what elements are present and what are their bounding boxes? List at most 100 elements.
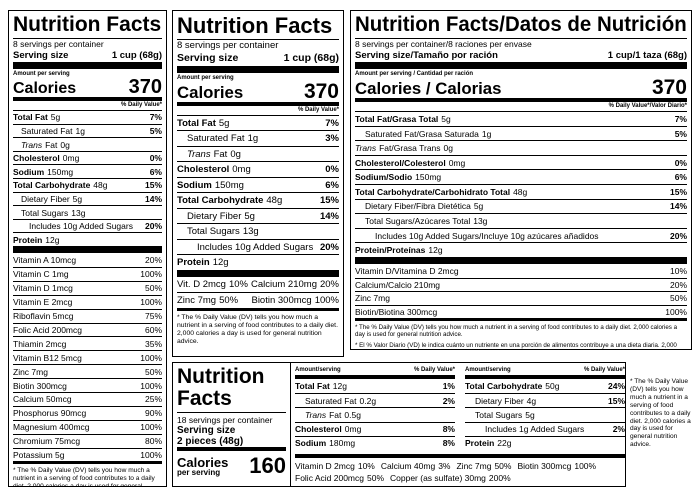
nutrient-dv: 0% xyxy=(149,153,162,164)
nutrient-label: Includes 10g Added Sugars xyxy=(197,242,313,253)
nutrient-name: Sodium xyxy=(295,438,327,449)
calories-label: Calories / Calorias xyxy=(355,79,502,99)
serving-size-row: Serving size 1 cup (68g) xyxy=(13,50,162,62)
vitamin-dv: 100% xyxy=(314,295,339,307)
nutrient-dv: 8% xyxy=(442,424,455,435)
nutrient-amount: 12g xyxy=(332,381,347,392)
nutrient-label: Trans Fat/Grasa Trans 0g xyxy=(355,143,453,153)
nutrient-dv: 6% xyxy=(674,172,687,183)
nutrient-dv: 8% xyxy=(442,438,455,449)
nutrient-name: Total Fat xyxy=(177,117,216,129)
nutrient-name: Dietary Fiber xyxy=(475,395,524,406)
nutrient-row: Cholesterol/Colesterol 0mg 0% xyxy=(355,154,687,170)
vitamin-name: Vitamin D 1mcg xyxy=(13,283,73,294)
calories-label: Calories xyxy=(177,454,229,470)
vitamin-dv: 100% xyxy=(140,380,162,391)
nutrient-label: Saturated Fat/Grasa Saturada 1g xyxy=(365,129,491,139)
nutrient-name: Sodium/Sodio xyxy=(355,172,413,183)
nutrient-name: Fat xyxy=(329,409,342,420)
nutrient-name: Saturated Fat/Grasa Saturada xyxy=(365,128,479,139)
nutrient-dv: 0% xyxy=(325,164,339,176)
nutrient-dv: 20% xyxy=(319,241,339,253)
nutrient-amount: 150mg xyxy=(47,166,74,177)
nutrient-label: Includes 10g Added Sugars/Incluye 10g az… xyxy=(375,231,599,241)
serving-size-label: Serving size xyxy=(177,425,236,437)
vitamin-name: Thiamin 2mcg xyxy=(13,338,67,349)
vitamin-row: Riboflavin 5mcg 75% xyxy=(13,308,162,323)
dv-header: % Daily Value* xyxy=(297,106,339,113)
nutrient-row: Total Fat/Grasa Total 5g 7% xyxy=(355,111,687,126)
vitamin-dv: 20% xyxy=(144,254,162,265)
rule xyxy=(177,101,339,106)
nutrient-name: Saturated Fat xyxy=(21,126,73,136)
vitamin-name: Vitamin C 1mg xyxy=(13,269,69,280)
vitamin-name: Zinc 7mg xyxy=(13,366,48,377)
nutrient-row: Protein 12g xyxy=(13,232,162,246)
nutrient-label: Total Sugars 13g xyxy=(21,208,85,218)
nutrient-row: Dietary Fiber 4g 15% xyxy=(465,393,625,407)
nutrient-row: Dietary Fiber/Fibra Dietética 5g 14% xyxy=(355,198,687,214)
nutrient-name: Cholesterol/Colesterol xyxy=(355,157,446,168)
nutrient-amount: 12g xyxy=(212,257,229,269)
vitamin-name: Vitamin D/Vitamina D 2mcg xyxy=(355,265,459,276)
dv-header: % Daily Value* xyxy=(583,367,625,373)
nutrient-amount: 0mg xyxy=(232,164,251,176)
nutrient-name: Total Fat xyxy=(295,381,330,392)
nutrient-label: Cholesterol 0mg xyxy=(13,153,79,163)
nutrient-amount: 0.2g xyxy=(359,395,377,406)
vitamin: Folic Acid 200mcg 50% xyxy=(295,472,384,484)
footnote: * The % Daily Value (DV) tells you how m… xyxy=(13,467,155,487)
calories: 370 xyxy=(128,76,162,99)
nutrient-name: Total Carbohydrate xyxy=(177,195,264,207)
footnote: * El % Valor Diario (VD) le indica cuánt… xyxy=(355,341,677,349)
amount-per-serving: Amount per serving xyxy=(13,71,70,78)
nutrient-amount: 150mg xyxy=(214,179,244,191)
vitamin: Copper (as sulfate) 30mg 200% xyxy=(390,472,511,484)
amount-header: Amount/serving xyxy=(465,367,511,373)
nutrient-row: Sodium 150mg 6% xyxy=(177,176,339,193)
title: Nutrition Facts xyxy=(177,365,265,411)
nutrient-row: Total Carbohydrate 48g 15% xyxy=(13,178,162,192)
nutrient-name: Includes 10g Added Sugars xyxy=(29,221,133,232)
nutrient-row: Saturated Fat 1g 5% xyxy=(13,123,162,138)
vitamin-dv: 50% xyxy=(144,283,162,294)
footnote-area: * The % Daily Value (DV) tells you how m… xyxy=(630,378,694,449)
title-wrap: Nutrition Facts xyxy=(13,13,162,37)
vitamin-name: Copper (as sulfate) 30mg xyxy=(390,473,486,483)
nutrient-label: Trans Fat 0g xyxy=(187,149,241,160)
vitamin-dv: 3% xyxy=(438,461,451,471)
nutrient-dv: 15% xyxy=(669,186,687,197)
nutrition-label: Nutrition Facts 8 servings per container S… xyxy=(8,10,167,487)
nutrient-label: Dietary Fiber 5g xyxy=(187,211,255,222)
nutrient-name: Total Sugars/Azúcares Total xyxy=(365,216,471,227)
nutrient-dv: 6% xyxy=(149,166,162,177)
nutrient-dv: 24% xyxy=(607,381,625,392)
nutrient-amount: 0g xyxy=(230,148,241,160)
vitamin-name: Chromium 75mcg xyxy=(13,436,81,447)
nutrient-label: Total Carbohydrate/Carbohidrato Total 48g xyxy=(355,187,527,197)
serving-size: 1 cup/1 taza (68g) xyxy=(607,49,687,61)
nutrient-label: Total Sugars 13g xyxy=(187,226,259,237)
nutrient-amount: 50g xyxy=(545,381,560,392)
dv-header: % Daily Value* xyxy=(413,367,455,373)
serving-size: 1 cup (68g) xyxy=(283,52,339,65)
nutrient-amount: 13g xyxy=(242,226,259,238)
nutrient-label: Protein 12g xyxy=(177,257,229,268)
title: Nutrition Facts/Datos de Nutrición xyxy=(355,13,687,36)
vitamin-row: Vitamin D 1mcg 50% xyxy=(13,280,162,295)
nutrient-row: Cholesterol 0mg 0% xyxy=(13,150,162,165)
calories: 370 xyxy=(303,79,339,103)
servings: 18 servings per container xyxy=(177,415,273,426)
footnote: * The % Daily Value (DV) tells you how m… xyxy=(177,313,338,346)
vitamin-dv: 60% xyxy=(144,324,162,335)
calories-label: Calories xyxy=(13,80,77,98)
rule xyxy=(177,447,286,452)
nutrient-amount: 5g xyxy=(473,201,484,212)
vitamin-name: Vitamin A 10mcg xyxy=(13,254,77,265)
nutrient-row: Sodium 180mg 8% xyxy=(295,435,455,450)
serving-size: 2 pieces (48g) xyxy=(177,436,244,448)
nutrient-row: Dietary Fiber 5g 14% xyxy=(13,191,162,206)
servings: 8 servings per container xyxy=(13,39,104,50)
nutrient-dv: 15% xyxy=(319,195,339,207)
vitamin-name: Phosphorus 90mcg xyxy=(13,408,87,419)
